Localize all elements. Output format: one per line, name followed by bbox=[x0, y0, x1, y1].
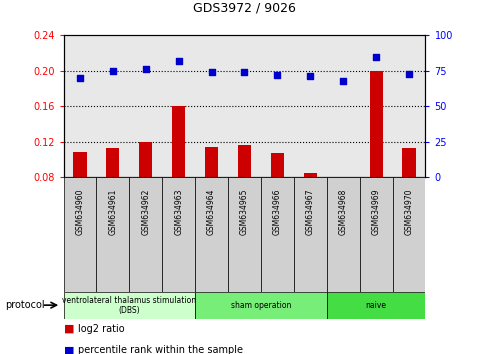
Bar bbox=[369, 71, 382, 177]
Point bbox=[174, 58, 182, 64]
Bar bbox=[106, 148, 119, 177]
Bar bbox=[261, 177, 293, 292]
Bar bbox=[293, 177, 326, 292]
Point bbox=[142, 67, 149, 72]
Bar bbox=[96, 177, 129, 292]
Bar bbox=[129, 177, 162, 292]
Point bbox=[109, 68, 117, 74]
Text: GSM634960: GSM634960 bbox=[75, 188, 84, 235]
Bar bbox=[172, 106, 185, 177]
Point bbox=[306, 74, 314, 79]
Text: ■: ■ bbox=[63, 345, 74, 354]
Bar bbox=[326, 292, 425, 319]
Text: GSM634965: GSM634965 bbox=[240, 188, 248, 235]
Text: GSM634963: GSM634963 bbox=[174, 188, 183, 235]
Text: GSM634968: GSM634968 bbox=[338, 188, 347, 235]
Bar bbox=[195, 177, 227, 292]
Text: percentile rank within the sample: percentile rank within the sample bbox=[78, 345, 243, 354]
Bar bbox=[270, 153, 284, 177]
Bar bbox=[63, 292, 195, 319]
Bar bbox=[303, 172, 316, 177]
Text: sham operation: sham operation bbox=[230, 301, 290, 310]
Text: protocol: protocol bbox=[5, 300, 44, 310]
Text: GSM634962: GSM634962 bbox=[141, 188, 150, 235]
Bar bbox=[63, 177, 96, 292]
Bar bbox=[359, 177, 392, 292]
Point bbox=[240, 69, 248, 75]
Text: log2 ratio: log2 ratio bbox=[78, 324, 124, 334]
Point bbox=[273, 72, 281, 78]
Bar bbox=[402, 148, 415, 177]
Point bbox=[76, 75, 84, 81]
Bar bbox=[392, 177, 425, 292]
Text: ■: ■ bbox=[63, 324, 74, 334]
Text: GSM634961: GSM634961 bbox=[108, 188, 117, 235]
Point bbox=[207, 69, 215, 75]
Point bbox=[339, 78, 346, 84]
Bar bbox=[204, 147, 218, 177]
Bar bbox=[162, 177, 195, 292]
Bar bbox=[139, 142, 152, 177]
Text: GSM634969: GSM634969 bbox=[371, 188, 380, 235]
Text: ventrolateral thalamus stimulation
(DBS): ventrolateral thalamus stimulation (DBS) bbox=[62, 296, 196, 315]
Bar bbox=[73, 152, 86, 177]
Text: GSM634967: GSM634967 bbox=[305, 188, 314, 235]
Bar bbox=[326, 177, 359, 292]
Bar bbox=[238, 145, 250, 177]
Text: GSM634970: GSM634970 bbox=[404, 188, 413, 235]
Text: naive: naive bbox=[365, 301, 386, 310]
Text: GDS3972 / 9026: GDS3972 / 9026 bbox=[193, 1, 295, 14]
Bar bbox=[195, 292, 326, 319]
Bar bbox=[227, 177, 261, 292]
Text: GSM634966: GSM634966 bbox=[272, 188, 281, 235]
Text: GSM634964: GSM634964 bbox=[207, 188, 216, 235]
Point bbox=[371, 54, 379, 59]
Point bbox=[404, 71, 412, 76]
